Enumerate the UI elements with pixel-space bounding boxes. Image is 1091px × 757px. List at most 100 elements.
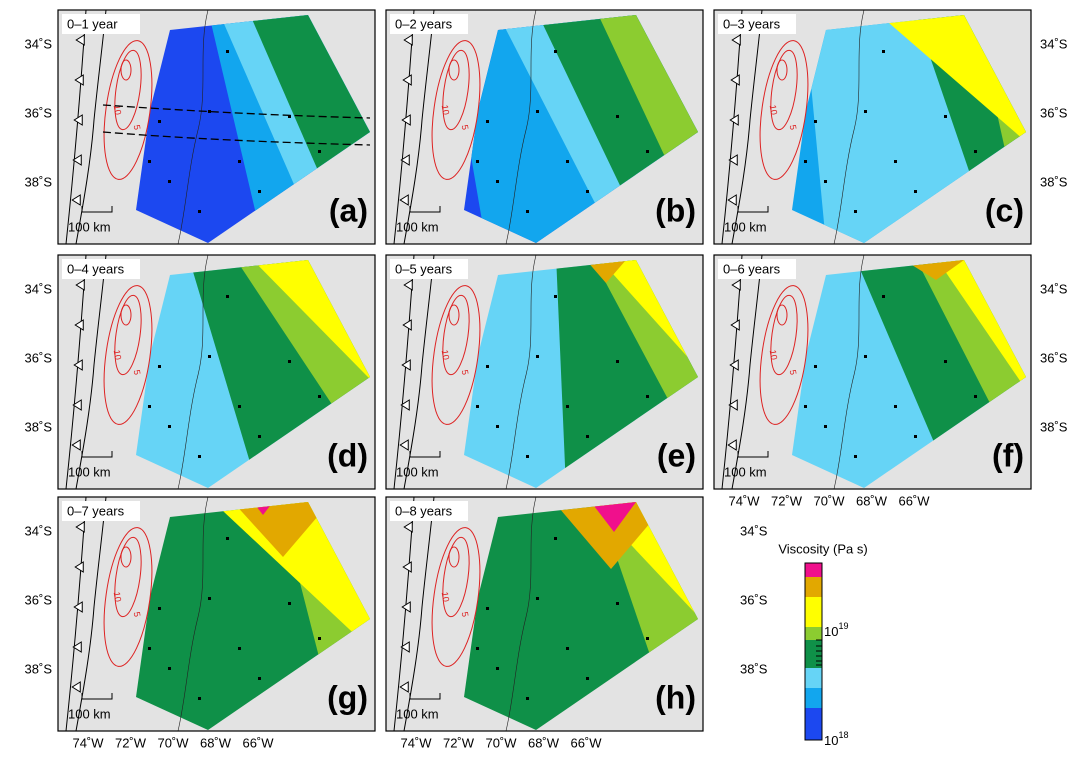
contour-label: 10 (768, 349, 780, 361)
gps-station (914, 435, 917, 438)
gps-station (804, 405, 807, 408)
contour-label: 10 (112, 349, 124, 361)
lon-label: 68˚W (856, 493, 888, 508)
lon-label: 74˚W (400, 735, 432, 750)
gps-station (914, 190, 917, 193)
lat-label: 36˚S (1040, 350, 1068, 365)
lon-label: 74˚W (72, 735, 104, 750)
lat-label: 38˚S (25, 174, 53, 189)
gps-station (616, 360, 619, 363)
colorbar-label: 1018 (824, 730, 848, 748)
gps-station (882, 295, 885, 298)
lat-label: 38˚S (1040, 419, 1068, 434)
gps-station (616, 602, 619, 605)
gps-station (974, 395, 977, 398)
lat-label: 34˚S (25, 36, 53, 51)
gps-station (486, 607, 489, 610)
gps-station (238, 160, 241, 163)
panel-title: 0–2 years (395, 16, 453, 31)
gps-station (486, 365, 489, 368)
gps-station (536, 597, 539, 600)
gps-station (258, 677, 261, 680)
panel-title: 0–7 years (67, 503, 125, 518)
color-swatch (805, 668, 822, 688)
scale-label: 100 km (68, 706, 111, 721)
panel-letter: (a) (329, 192, 368, 228)
lon-label: 72˚W (443, 735, 475, 750)
gps-station (804, 160, 807, 163)
lat-label: 36˚S (1040, 105, 1068, 120)
gps-station (616, 115, 619, 118)
gps-station (536, 110, 539, 113)
lon-label: 74˚W (728, 493, 760, 508)
figure: Viscosity (Pa s) 1019 1018 1050–1 year(a… (0, 0, 1091, 752)
lat-label: 38˚S (25, 419, 53, 434)
gps-station (168, 425, 171, 428)
color-swatch (805, 708, 822, 740)
gps-station (566, 405, 569, 408)
gps-station (894, 405, 897, 408)
scale-label: 100 km (396, 219, 439, 234)
lon-label: 72˚W (771, 493, 803, 508)
contour-label: 10 (112, 591, 124, 603)
lat-label: 34˚S (25, 523, 53, 538)
gps-station (944, 360, 947, 363)
gps-station (496, 667, 499, 670)
gps-station (168, 667, 171, 670)
gps-station (586, 677, 589, 680)
gps-station (226, 537, 229, 540)
panel-letter: (e) (657, 437, 696, 473)
gps-station (318, 150, 321, 153)
map-panel: 1050–3 years(c)100 km34˚S36˚S38˚S (714, 10, 1091, 244)
gps-station (824, 180, 827, 183)
gps-station (148, 160, 151, 163)
lat-label: 38˚S (25, 661, 53, 676)
lat-label: 34˚S (740, 523, 768, 538)
color-swatch (805, 640, 822, 668)
lon-label: 70˚W (813, 493, 845, 508)
color-swatch (805, 577, 822, 597)
contour-label: 10 (440, 591, 452, 603)
gps-station (288, 602, 291, 605)
gps-station (476, 405, 479, 408)
gps-station (238, 647, 241, 650)
panel-letter: (b) (655, 192, 696, 228)
gps-station (854, 210, 857, 213)
lon-label: 70˚W (485, 735, 517, 750)
gps-station (476, 160, 479, 163)
gps-station (208, 355, 211, 358)
gps-station (526, 210, 529, 213)
gps-station (882, 50, 885, 53)
lat-label: 34˚S (1040, 36, 1068, 51)
gps-station (566, 160, 569, 163)
gps-station (318, 637, 321, 640)
gps-station (486, 120, 489, 123)
gps-station (536, 355, 539, 358)
gps-station (158, 120, 161, 123)
gps-station (318, 395, 321, 398)
scale-label: 100 km (724, 464, 767, 479)
map-content: 105 (714, 255, 1091, 489)
lat-label: 36˚S (25, 592, 53, 607)
gps-station (854, 455, 857, 458)
color-swatch (805, 627, 822, 640)
gps-station (646, 150, 649, 153)
lat-label: 36˚S (740, 592, 768, 607)
gps-station (814, 365, 817, 368)
gps-station (566, 647, 569, 650)
gps-station (554, 537, 557, 540)
panel-title: 0–3 years (723, 16, 781, 31)
gps-station (894, 160, 897, 163)
gps-station (258, 190, 261, 193)
lat-label: 38˚S (740, 661, 768, 676)
panel-letter: (h) (655, 679, 696, 715)
gps-station (554, 295, 557, 298)
colorbar-title: Viscosity (Pa s) (778, 541, 867, 556)
scale-label: 100 km (68, 464, 111, 479)
gps-station (158, 365, 161, 368)
lon-label: 70˚W (157, 735, 189, 750)
gps-station (554, 50, 557, 53)
scale-label: 100 km (68, 219, 111, 234)
gps-station (208, 597, 211, 600)
color-swatch (805, 563, 822, 577)
